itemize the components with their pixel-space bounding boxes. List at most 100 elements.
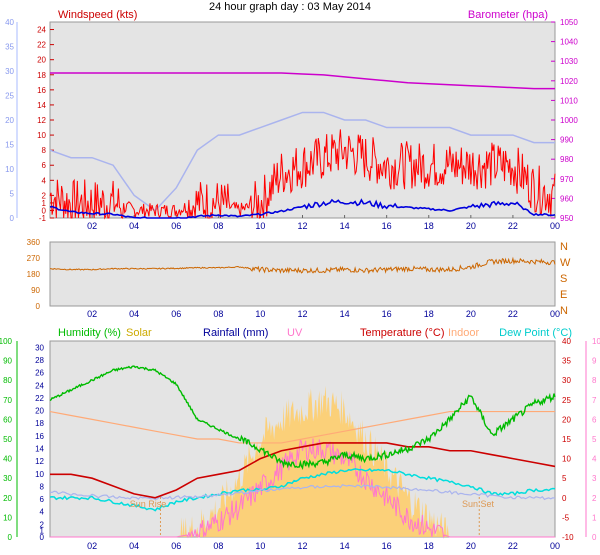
barometer-tick-label: 970 [560,175,574,184]
legend-rainfall: Rainfall (mm) [203,327,268,339]
top-x-tick-label: 02 [87,221,97,231]
uv-tick-label: 7 [592,396,597,405]
rainfall-tick-label: 6 [40,495,45,504]
rainfall-tick-label: 14 [35,444,44,453]
compass-label: W [560,257,571,269]
compass-label: S [560,273,567,285]
uv-tick-label: 3 [592,474,597,483]
wind-direction-line [49,256,556,275]
windspeed-tick-label: 18 [37,71,46,80]
uv-tick-label: 4 [592,455,597,464]
bottom-x-tick-label: 14 [340,541,350,551]
barometer-tick-label: 960 [560,194,574,203]
windspeed-alt-tick-label: 20 [5,116,14,125]
barometer-tick-label: 1020 [560,77,578,86]
windspeed-tick-label: 12 [37,116,46,125]
windspeed-alt-tick-label: 5 [10,190,15,199]
humidity-tick-label: 20 [3,494,12,503]
humidity-tick-label: 40 [3,455,12,464]
mid-x-tick-label: 16 [382,309,392,319]
windspeed-avg-line [49,198,556,219]
humidity-tick-label: 90 [3,357,12,366]
windspeed-tick-label: 6 [42,161,47,170]
compass-label: E [560,289,567,301]
windspeed-alt-tick-label: 15 [5,141,14,150]
windspeed-tick-label: 1 [42,199,47,208]
uv-line [50,438,555,539]
rainfall-tick-label: 28 [35,356,44,365]
bottom-x-tick-label: 06 [171,541,181,551]
windspeed-alt-tick-label: 25 [5,92,14,101]
legend-humidity: Humidity (%) [58,327,121,339]
windspeed-tick-label: 22 [37,41,46,50]
uv-tick-label: 10 [592,337,600,346]
rainfall-tick-label: 12 [35,457,44,466]
rainfall-tick-label: 4 [40,508,45,517]
direction-tick-label: 180 [27,270,41,279]
mid-x-tick-label: 00 [550,309,560,319]
top-x-tick-label: 16 [382,221,392,231]
uv-tick-label: 8 [592,376,597,385]
windspeed-tick-label: 16 [37,86,46,95]
bottom-x-tick-label: 02 [87,541,97,551]
top-x-tick-label: 06 [171,221,181,231]
temperature-tick-label: 5 [562,474,567,483]
bottom-x-tick-label: 10 [255,541,265,551]
rainfall-tick-label: 24 [35,381,44,390]
windspeed-tick-label: 8 [42,146,47,155]
rainfall-tick-label: 30 [35,343,44,352]
humidity-tick-label: 70 [3,396,12,405]
top-x-tick-label: 00 [550,221,560,231]
windspeed-alt-tick-label: 0 [10,214,15,223]
uv-tick-label: 5 [592,435,597,444]
temperature-tick-label: -5 [562,513,570,522]
bottom-axis-ticks: 0102030405060708090100012468101214161820… [0,337,600,551]
rainfall-tick-label: 10 [35,470,44,479]
top-x-tick-label: 14 [340,221,350,231]
direction-tick-label: 0 [36,302,41,311]
windspeed-alt-tick-label: 10 [5,165,14,174]
legend-temperature: Temperature (°C) [360,327,444,339]
windspeed-tick-label: 20 [37,56,46,65]
legend-indoor: Indoor [448,327,480,339]
humidity-tick-label: 50 [3,435,12,444]
wind-direction-series [49,256,556,275]
humidity-line [49,365,556,470]
windspeed-tick-label: -1 [39,214,47,223]
rainfall-tick-label: 2 [40,520,45,529]
temperature-tick-label: 0 [562,494,567,503]
mid-x-tick-label: 22 [508,309,518,319]
temperature-tick-label: 15 [562,435,571,444]
mid-x-tick-label: 18 [424,309,434,319]
bottom-x-tick-label: 22 [508,541,518,551]
barometer-series-line [50,72,555,90]
rainfall-tick-label: 8 [40,482,45,491]
windspeed-alt-tick-label: 35 [5,43,14,52]
temperature-tick-label: 20 [562,415,571,424]
temperature-line [50,442,556,499]
temperature-tick-label: 40 [562,337,571,346]
top-x-tick-label: 18 [424,221,434,231]
uv-tick-label: 0 [592,533,597,542]
sunset-annotation: Sun Set [462,499,495,509]
barometer-tick-label: 1030 [560,57,578,66]
humidity-tick-label: 100 [0,337,13,346]
barometer-tick-label: 980 [560,155,574,164]
barometer-tick-label: 990 [560,136,574,145]
bottom-x-tick-label: 20 [466,541,476,551]
uv-tick-label: 9 [592,357,597,366]
bottom-x-tick-label: 00 [550,541,560,551]
wind-baro-plot-area [49,21,556,219]
indoor-line [49,410,555,444]
bottom-x-tick-label: 16 [382,541,392,551]
rainfall-tick-label: 0 [40,533,45,542]
windspeed-tick-label: 2 [42,191,47,200]
temperature-tick-label: 10 [562,455,571,464]
rainfall-tick-label: 16 [35,432,44,441]
windspeed-alt-tick-label: 30 [5,67,14,76]
mid-x-tick-label: 10 [255,309,265,319]
top-x-tick-label: 08 [213,221,223,231]
mid-x-tick-label: 08 [213,309,223,319]
rainfall-tick-label: 18 [35,419,44,428]
